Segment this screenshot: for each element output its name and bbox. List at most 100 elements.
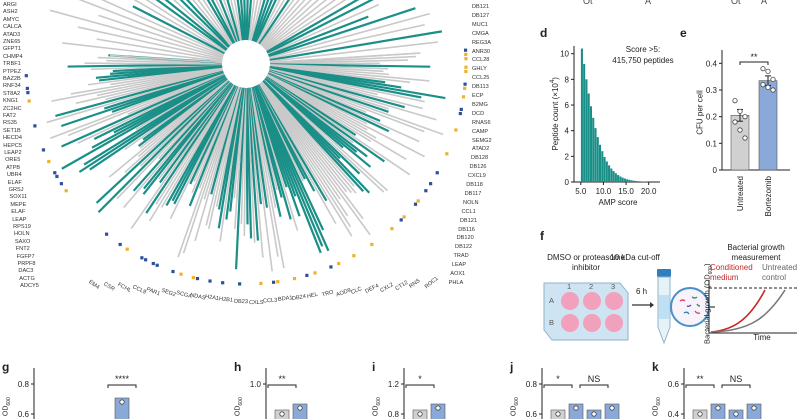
y-tick-label: 4 xyxy=(565,127,570,136)
gene-label: ZNE65 xyxy=(3,39,21,45)
histogram-bar xyxy=(589,106,593,182)
significance-label: **** xyxy=(115,374,130,384)
radial-bar-amp xyxy=(258,0,290,45)
top-fragment-1: Ot xyxy=(583,0,593,6)
gene-label: BDA1 xyxy=(277,295,293,304)
tube-icon xyxy=(657,269,671,345)
radial-bar-amp xyxy=(225,87,245,220)
gene-label: CMGA xyxy=(472,30,489,37)
histogram-bar xyxy=(612,171,615,182)
radial-bar-amp xyxy=(248,87,269,208)
gene-label: PTPEZ xyxy=(3,68,22,75)
radial-bar-amp xyxy=(143,81,232,190)
radial-marker xyxy=(337,261,341,266)
y-tick-label: 0.8 xyxy=(526,380,538,389)
x-tick-label: 20.0 xyxy=(641,187,657,196)
radial-bar-other xyxy=(256,0,281,44)
radial-bar-other xyxy=(243,87,247,237)
radial-bar-amp xyxy=(145,83,234,214)
radial-bar-other xyxy=(263,0,320,49)
radial-marker xyxy=(151,261,155,266)
histogram-bar xyxy=(598,144,602,182)
histogram-bar xyxy=(623,178,626,182)
radial-bar-other xyxy=(263,79,389,192)
radial-bar-other xyxy=(265,0,347,52)
radial-bar-other xyxy=(260,0,300,47)
radial-marker xyxy=(24,74,28,78)
data-point xyxy=(279,411,285,417)
radial-bar-other xyxy=(127,72,225,115)
radial-bar-other xyxy=(234,87,246,230)
radial-bar-amp xyxy=(61,72,225,148)
gene-label: LEAP2 xyxy=(4,150,22,156)
radial-bar-amp xyxy=(269,63,431,68)
radial-bar-other xyxy=(203,86,240,200)
data-point xyxy=(737,127,743,133)
well-col-2: 2 xyxy=(589,282,594,291)
radial-bar-other xyxy=(267,3,380,55)
gene-label: CXCL9 xyxy=(467,173,486,180)
histogram-bar xyxy=(603,156,606,182)
data-point xyxy=(765,84,771,90)
radial-bar-other xyxy=(191,85,238,194)
radial-right-labels: DB121 DB127 MUC1 CMGA REG3A ANR30 CCL28 GHLY CCL… xyxy=(449,0,532,300)
radial-bar-other xyxy=(261,0,306,47)
gene-label: ROC1 xyxy=(423,275,440,290)
gene-label: FAT2 xyxy=(3,113,16,119)
radial-bar-amp xyxy=(251,0,266,42)
radial-marker xyxy=(454,128,458,132)
histogram-bar xyxy=(621,177,624,182)
radial-bar-other xyxy=(109,54,223,64)
bar xyxy=(746,403,762,419)
radial-bar-other xyxy=(264,0,328,50)
gene-label: DB120 xyxy=(456,235,474,242)
gene-label: CSR xyxy=(101,281,116,293)
histogram-bar xyxy=(632,180,636,182)
radial-bar-amp xyxy=(164,0,228,50)
radial-bar-amp xyxy=(269,30,442,62)
gene-label: DB121 xyxy=(459,217,477,224)
radial-marker xyxy=(399,218,403,222)
radial-bar-amp xyxy=(236,0,245,41)
radial-marker xyxy=(208,279,212,283)
radial-bar-other xyxy=(192,0,232,47)
data-point xyxy=(770,87,776,93)
radial-marker xyxy=(429,182,433,186)
y-tick-label: 0.8 xyxy=(18,380,30,389)
gene-label: PAR1 xyxy=(145,286,162,298)
top-fragment-2: A xyxy=(645,0,652,6)
radial-marker xyxy=(276,280,280,284)
radial-bar-other xyxy=(110,66,223,86)
panel-j-letter: j xyxy=(510,360,514,374)
gene-label: CCL9 xyxy=(131,284,147,296)
gene-label: RPS19 xyxy=(13,224,31,230)
radial-bar-other xyxy=(268,69,437,121)
radial-bar-other xyxy=(266,74,425,158)
radial-bar-other xyxy=(269,23,425,60)
data-point xyxy=(697,411,703,417)
gene-label: CLC xyxy=(350,286,363,297)
radial-marker xyxy=(53,171,57,175)
gene-label: DAC3 xyxy=(18,268,34,275)
gene-label: TRO xyxy=(320,289,335,299)
radial-bar-other xyxy=(96,38,223,61)
radial-bar-other xyxy=(148,84,235,222)
radial-marker xyxy=(171,269,175,274)
radial-bar-amp xyxy=(267,73,390,133)
gene-label: SEG2 xyxy=(160,288,177,299)
radial-bar-other xyxy=(124,79,229,173)
radial-bar-other xyxy=(269,65,430,82)
radial-bar-other xyxy=(230,0,242,41)
gene-label: DB128 xyxy=(471,155,489,162)
radial-marker xyxy=(179,272,183,276)
radial-marker xyxy=(27,99,31,103)
radial-bar-other xyxy=(207,87,242,229)
category-label: Untreated xyxy=(736,176,745,211)
y-tick-label: 0.8 xyxy=(388,410,400,419)
radial-bar-other xyxy=(262,0,313,48)
gene-label: CCL28 xyxy=(472,57,490,64)
radial-marker xyxy=(464,52,468,57)
radial-bar-other xyxy=(67,72,225,137)
histogram-bar xyxy=(619,176,622,182)
radial-bar-amp xyxy=(253,0,273,43)
